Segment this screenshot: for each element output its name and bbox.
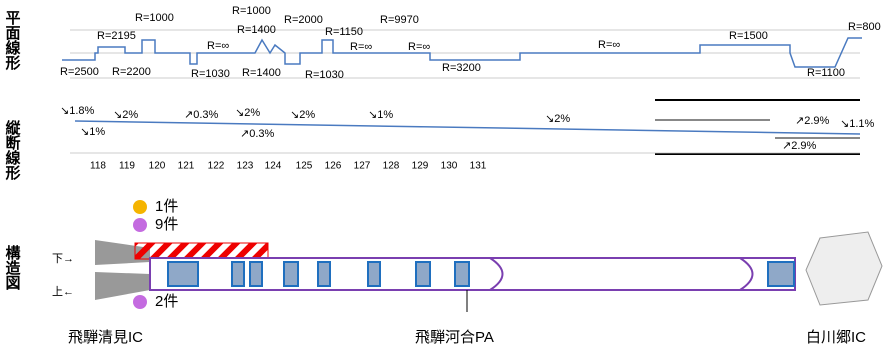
km-label: 127 (354, 161, 371, 172)
legend-dot (133, 295, 147, 309)
radius-label: R=2195 (97, 30, 136, 42)
place-label: 飛騨河合PA (415, 329, 494, 346)
grade-label: ↗0.3% (240, 128, 275, 140)
radius-label: R=1000 (232, 5, 271, 17)
radius-label: R=1400 (237, 24, 276, 36)
grade-label: ↘2% (113, 109, 138, 121)
radius-label: R=∞ (598, 39, 620, 51)
radius-label: R=1500 (729, 30, 768, 42)
grade-label: ↗0.3% (184, 109, 219, 121)
place-label: 飛騨清見IC (68, 329, 143, 346)
direction-label: 上← (52, 285, 74, 298)
section-label: 平面線形 (4, 10, 21, 71)
radius-label: R=1400 (242, 67, 281, 79)
radius-label: R=800 (848, 21, 881, 33)
radius-label: R=9970 (380, 14, 419, 26)
radius-label: R=1100 (807, 67, 845, 79)
legend-label: 9件 (155, 216, 178, 233)
km-label: 125 (296, 161, 313, 172)
radius-label: R=∞ (408, 41, 430, 53)
km-label: 118 (90, 161, 106, 172)
plan-line (62, 37, 862, 68)
radius-label: R=1000 (135, 12, 174, 24)
radius-label: R=1030 (305, 69, 344, 81)
radius-label: R=2500 (60, 66, 99, 78)
section-label: 構造図 (4, 244, 21, 291)
direction-label: 下→ (52, 253, 74, 265)
legend-dot (133, 218, 147, 232)
structure (95, 231, 883, 312)
grade-label: ↘2% (545, 113, 570, 125)
km-label: 122 (208, 161, 225, 172)
km-label: 120 (149, 161, 166, 172)
km-label: 123 (237, 161, 254, 172)
place-label: 白川郷IC (806, 329, 866, 346)
grade-label: ↘1.8% (60, 105, 95, 117)
grade-label: ↘2% (290, 109, 315, 121)
profile-line (74, 120, 861, 135)
radius-label: R=2200 (112, 66, 151, 78)
km-label: 124 (265, 161, 282, 172)
km-label: 128 (383, 161, 400, 172)
km-label: 126 (325, 161, 342, 172)
grade-label: ↗2.9% (782, 140, 817, 152)
profile-frame (70, 99, 860, 155)
radius-label: R=3200 (442, 62, 481, 74)
radius-label: R=2000 (284, 14, 323, 26)
grade-label: ↘2% (235, 107, 260, 119)
legend-label: 1件 (155, 198, 178, 215)
km-label: 130 (441, 161, 458, 172)
grade-label: ↘1% (368, 109, 393, 121)
km-label: 131 (470, 161, 487, 172)
km-label: 119 (119, 161, 135, 172)
radius-label: R=1030 (191, 68, 230, 80)
grade-label: ↘1.1% (840, 118, 875, 130)
section-label: 縦断線形 (4, 119, 21, 181)
grade-label: ↗2.9% (795, 115, 830, 127)
radius-label: R=1150 (325, 26, 363, 38)
radius-label: R=∞ (207, 40, 229, 52)
km-label: 121 (178, 161, 195, 172)
legend-label: 2件 (155, 293, 178, 310)
radius-label: R=∞ (350, 41, 372, 53)
km-label: 129 (412, 161, 429, 172)
legend-dot (133, 200, 147, 214)
grade-label: ↘1% (80, 126, 105, 138)
